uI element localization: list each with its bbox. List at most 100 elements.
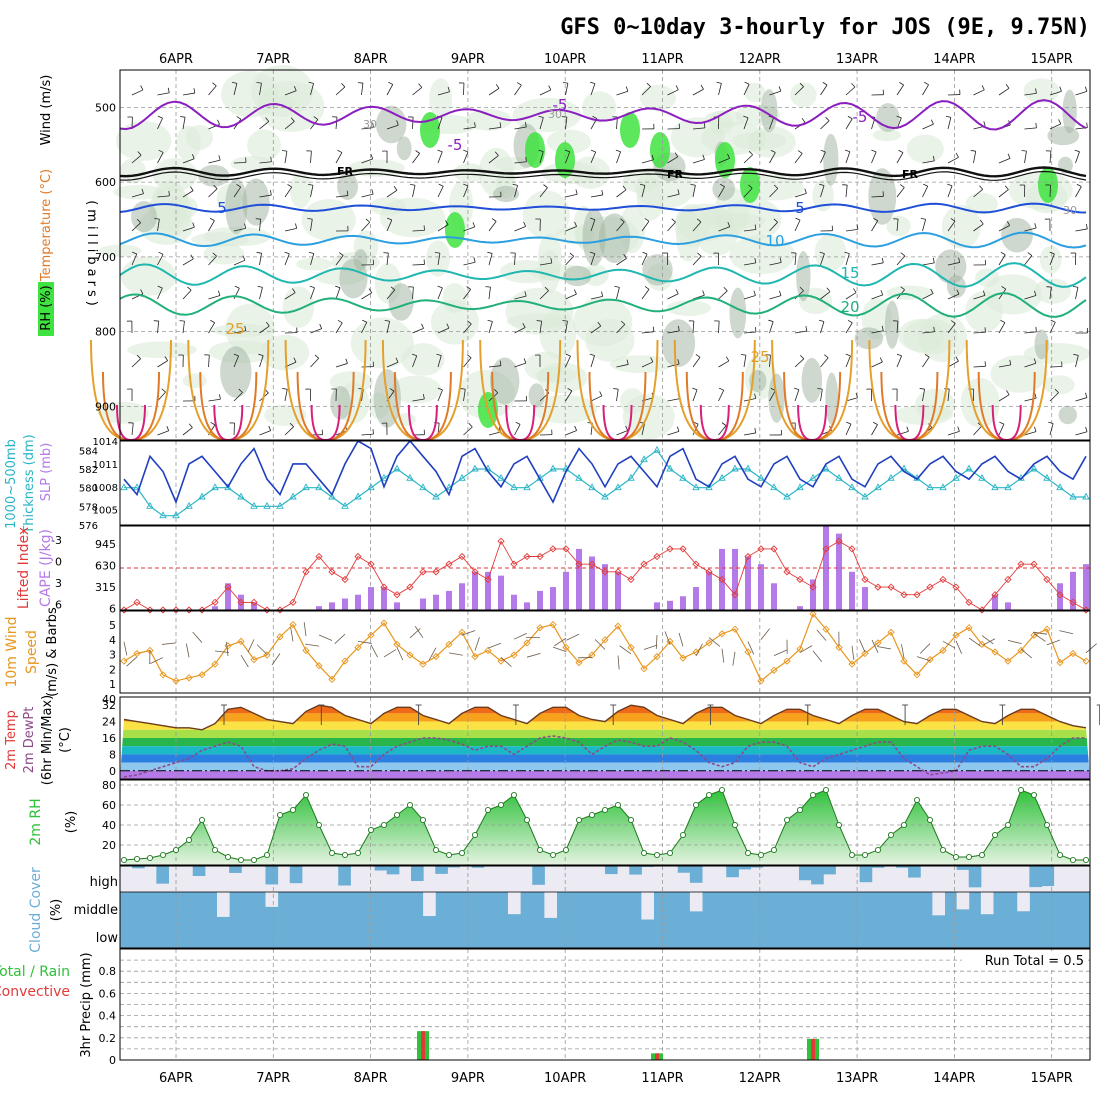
wind-barb (932, 257, 935, 263)
temp-band (120, 729, 1090, 738)
thickness-marker (146, 501, 154, 509)
thickness-marker (861, 492, 869, 500)
wind-barb (136, 354, 141, 359)
wind-barb (590, 81, 596, 85)
rh-marker (913, 796, 921, 804)
cloud-high (968, 866, 982, 888)
wind-barb (158, 251, 164, 255)
wind-barb (725, 356, 730, 362)
wind-barb (461, 630, 476, 636)
cape-bar (368, 587, 374, 610)
wind-barb (616, 389, 619, 402)
wind-barb (140, 85, 144, 91)
rh-marker (328, 849, 336, 857)
cape-bar (654, 602, 660, 610)
wind-barb (491, 218, 497, 222)
rh-marker (809, 791, 817, 799)
cloud-high (132, 866, 145, 869)
wind-speed-marker (848, 660, 856, 668)
wind-barb (896, 219, 899, 232)
wind-barb (487, 642, 502, 649)
date-label: 15APR (1031, 1071, 1073, 1086)
wind-barb (667, 398, 680, 402)
thickness-marker (965, 464, 973, 472)
wind-barb (1059, 630, 1074, 635)
date-label: 8APR (354, 52, 388, 67)
wind-barb (847, 319, 853, 324)
rh-marker (861, 851, 869, 859)
cape-bar (550, 587, 556, 610)
wind-barb (573, 289, 577, 295)
wind-barb (437, 327, 450, 334)
wind-barb (696, 218, 702, 223)
cape-bar (1070, 571, 1076, 610)
wind-barb (396, 647, 404, 661)
rh-shade (903, 318, 958, 355)
axis-title: (m/s) & Barbs (45, 607, 60, 697)
wind-barb (616, 189, 627, 198)
wind-barb (295, 223, 298, 229)
axis-title: 2m RH (28, 798, 44, 845)
panel-frame (119, 865, 1091, 949)
thickness-marker (991, 483, 999, 491)
wind-barb (554, 637, 567, 647)
wind-barb (437, 91, 450, 96)
wind-barb (539, 290, 549, 300)
wind-barb (562, 320, 568, 322)
y-tick-label: 578 (79, 502, 98, 513)
wind-barb (651, 154, 654, 160)
wind-barb (157, 195, 170, 198)
wind-barb (180, 116, 186, 118)
axis-title: Thickness (dm) (22, 434, 37, 534)
wind-barb (525, 156, 527, 162)
wind-barb (616, 151, 621, 164)
wind-barb (643, 644, 658, 650)
wind-barb (157, 285, 163, 289)
wind-barb (794, 153, 803, 164)
wind-barb (550, 258, 553, 264)
rh-marker (549, 851, 557, 859)
wind-barb (675, 289, 679, 294)
rh-shade (120, 256, 177, 296)
wind-barb (157, 92, 170, 96)
rh-marker (614, 801, 622, 809)
wind-barb (488, 221, 497, 232)
wind-barb (437, 224, 449, 232)
rh-shade-dark (825, 372, 839, 426)
wind-barb (411, 353, 417, 357)
y-tick-label: 580 (79, 484, 98, 495)
wind-barb (414, 625, 424, 639)
wind-barb (168, 190, 170, 196)
wind-speed-marker (614, 622, 622, 630)
rh-shade-dark (884, 300, 900, 349)
wind-barb (933, 326, 935, 332)
rh-shade (127, 341, 197, 359)
wind-barb (692, 321, 695, 334)
wind-barb (270, 156, 272, 162)
wind-barb (979, 185, 984, 190)
cloud-high (156, 866, 169, 884)
wind-barb (412, 398, 425, 402)
wind-barb (463, 149, 469, 153)
wind-speed-marker (1069, 649, 1077, 658)
wind-barb (284, 426, 294, 436)
axis-title: 1000~500mb (4, 439, 19, 529)
contour-label: -5 (853, 108, 868, 126)
rh-shade (1034, 278, 1072, 304)
cloud-high (192, 866, 206, 876)
rh-marker (848, 851, 856, 859)
wind-barb (589, 251, 595, 255)
wind-barb (794, 253, 797, 266)
wind-barb (335, 255, 344, 266)
wind-barb (820, 291, 831, 300)
wind-barb (754, 257, 757, 263)
wind-barb (844, 149, 850, 153)
axis-title: (°C) (58, 727, 73, 753)
wind-barb (410, 183, 416, 186)
rh-shade (886, 215, 911, 237)
rh-shade-dark (1062, 89, 1077, 134)
rh-shade (1043, 375, 1075, 395)
wind-barb (601, 291, 604, 297)
lifted-index-marker (757, 545, 765, 553)
wind-barb (437, 387, 443, 391)
